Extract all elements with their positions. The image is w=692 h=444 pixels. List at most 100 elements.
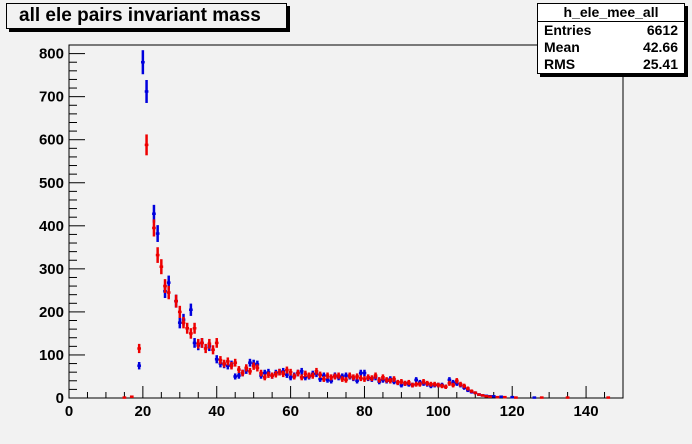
y-tick-label: 800 — [39, 46, 64, 63]
data-point — [141, 50, 145, 75]
data-point — [329, 374, 334, 381]
stats-label: RMS — [544, 56, 576, 72]
data-point — [321, 376, 326, 382]
data-point — [222, 359, 226, 368]
data-point — [395, 379, 400, 386]
y-tick-label: 100 — [39, 347, 64, 364]
data-point — [281, 370, 286, 378]
data-marks — [122, 50, 611, 399]
data-point — [462, 383, 467, 389]
stats-box: h_ele_mee_all Entries 6612 Mean 42.66 RM… — [537, 3, 685, 74]
data-point — [539, 396, 544, 399]
data-point — [200, 338, 204, 348]
data-point — [144, 80, 149, 103]
data-point — [418, 381, 422, 387]
data-point — [214, 355, 219, 364]
data-point — [266, 371, 271, 378]
data-point — [606, 396, 611, 399]
data-point — [421, 378, 426, 385]
data-point — [347, 372, 352, 379]
data-point — [288, 368, 293, 376]
data-point — [458, 381, 463, 387]
data-point — [477, 393, 481, 396]
data-point — [565, 396, 570, 399]
stats-label: Entries — [544, 22, 592, 38]
data-point — [233, 373, 238, 380]
y-tick-label: 200 — [39, 304, 64, 321]
data-point — [454, 378, 459, 384]
y-tick-label: 500 — [39, 175, 64, 192]
data-point — [155, 225, 160, 242]
data-point — [447, 380, 452, 386]
stats-row-entries: Entries 6612 — [538, 22, 684, 39]
data-point — [152, 219, 156, 237]
data-point — [299, 367, 304, 375]
data-point — [163, 279, 167, 294]
data-point — [285, 366, 289, 374]
data-point — [303, 370, 308, 378]
data-point — [240, 369, 245, 377]
data-point — [351, 374, 356, 381]
data-point — [310, 372, 315, 379]
stats-row-mean: Mean 42.66 — [538, 39, 684, 56]
data-point — [299, 374, 304, 381]
data-point — [370, 375, 374, 382]
data-point — [362, 369, 367, 377]
data-point — [307, 372, 311, 379]
data-point — [480, 394, 485, 397]
data-point — [237, 366, 241, 374]
data-point — [373, 372, 378, 379]
data-point — [432, 381, 437, 387]
data-point — [229, 361, 234, 370]
data-point — [495, 395, 500, 399]
data-point — [277, 368, 282, 376]
data-point — [292, 373, 297, 380]
data-point — [502, 395, 507, 399]
data-point — [336, 372, 341, 379]
data-point — [410, 382, 415, 388]
plot-area — [68, 44, 624, 399]
data-point — [192, 322, 197, 334]
data-point — [488, 395, 492, 398]
data-point — [166, 285, 171, 300]
data-point — [137, 361, 142, 370]
data-point — [189, 328, 193, 339]
data-point — [355, 373, 359, 380]
stats-histogram-name: h_ele_mee_all — [538, 4, 684, 22]
data-point — [251, 362, 256, 370]
x-axis: 0 20 40 60 80 100 120 140 — [65, 386, 624, 420]
data-point — [233, 358, 238, 367]
data-point — [273, 371, 278, 378]
data-point — [532, 396, 537, 399]
data-point — [174, 294, 178, 308]
data-point — [443, 384, 448, 390]
data-point — [344, 377, 348, 383]
data-point — [499, 395, 503, 398]
data-point — [144, 134, 149, 156]
data-point — [318, 371, 322, 378]
data-point — [366, 374, 371, 381]
data-point — [181, 316, 186, 329]
data-point — [414, 381, 419, 387]
data-point — [185, 322, 190, 334]
stats-label: Mean — [544, 39, 580, 55]
data-point — [403, 380, 407, 386]
data-point — [340, 376, 345, 382]
y-tick-label: 600 — [39, 132, 64, 149]
data-point — [262, 374, 267, 381]
data-point — [384, 377, 389, 383]
data-point — [314, 367, 319, 375]
data-point — [122, 396, 127, 399]
data-point — [381, 374, 385, 381]
x-tick-label: 80 — [356, 403, 373, 420]
y-tick-label: 700 — [39, 89, 64, 106]
data-point — [296, 369, 300, 377]
stats-value: 42.66 — [642, 39, 678, 55]
stats-value: 25.41 — [642, 56, 678, 72]
data-point — [429, 381, 433, 387]
data-point — [159, 259, 164, 275]
data-point — [358, 369, 363, 377]
data-point — [270, 372, 274, 379]
data-point — [137, 343, 142, 354]
